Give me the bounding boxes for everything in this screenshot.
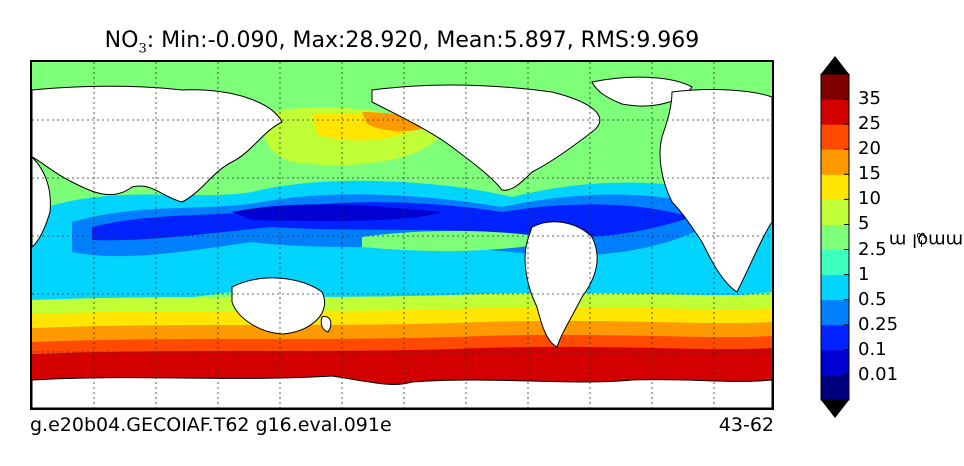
- colorbar-unit-label: mmol m −3: [888, 229, 964, 251]
- colorbar-segment: [821, 99, 849, 125]
- colorbar-segment: [821, 349, 849, 376]
- land-new-zealand: [320, 315, 332, 333]
- field-arctic: [32, 62, 772, 95]
- colorbar-extend-max: [821, 56, 849, 74]
- land-masses: [32, 76, 772, 408]
- caption-right: 43-62: [718, 414, 774, 436]
- title-species: NO3: [104, 28, 147, 57]
- colorbar-tick-label: 1: [858, 263, 870, 285]
- colorbar-segment: [821, 74, 849, 100]
- graticule: [32, 62, 772, 408]
- field-npac-3: [362, 112, 432, 132]
- colorbar-segment: [821, 199, 849, 225]
- colorbar-segment: [821, 174, 849, 200]
- colorbar-tick-label: 20: [858, 138, 881, 160]
- land-north-america: [371, 84, 601, 191]
- land-europe-africa: [659, 89, 772, 293]
- colorbar-segment: [821, 324, 849, 351]
- colorbar-tick-label: 5: [858, 213, 870, 235]
- ocean-map: [30, 60, 774, 410]
- land-eurasia-west: [32, 85, 283, 203]
- colorbar-tick-label: 10: [858, 188, 881, 210]
- colorbar-segment: [821, 224, 849, 251]
- colorbar-tick-label: 0.25: [858, 313, 899, 335]
- caption-left: g.e20b04.GECOIAF.T62 g16.eval.091e: [30, 414, 392, 436]
- colorbar-segment: [821, 374, 849, 401]
- colorbar-segment: [821, 149, 849, 175]
- map-title: NO3: Min:-0.090, Max:28.920, Mean:5.897,…: [30, 28, 774, 56]
- colorbar-tick-label: 35: [858, 88, 881, 110]
- colorbar-tick-label: 25: [858, 113, 881, 135]
- colorbar-extend-min: [821, 400, 849, 418]
- colorbar-segment: [821, 274, 849, 301]
- colorbar-tick-label: 2.5: [858, 238, 887, 260]
- colorbar-tick-label: 0.5: [858, 288, 887, 310]
- colorbar: [820, 56, 850, 418]
- ocean-contour-map: [32, 62, 772, 408]
- land-south-america: [524, 221, 598, 348]
- colorbar-border: [820, 73, 850, 401]
- colorbar-segment: [821, 249, 849, 276]
- land-africa-east: [32, 156, 51, 248]
- title-stats: : Min:-0.090, Max:28.920, Mean:5.897, RM…: [146, 28, 700, 53]
- colorbar-segment: [821, 299, 849, 326]
- land-australia: [231, 277, 325, 335]
- colorbar-tick-label: 0.01: [858, 363, 899, 385]
- colorbar-tick-label: 0.1: [858, 338, 887, 360]
- land-antarctica: [32, 375, 772, 408]
- colorbar-tick-label: 15: [858, 163, 881, 185]
- colorbar-segment: [821, 124, 849, 150]
- field-trop-4: [232, 204, 442, 222]
